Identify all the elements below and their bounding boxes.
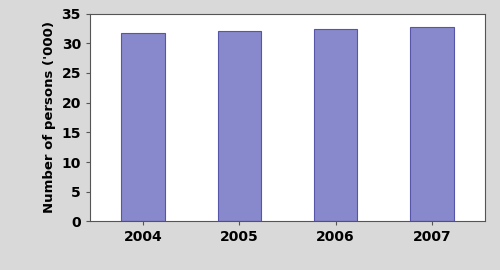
Bar <box>410 27 454 221</box>
Bar <box>218 31 261 221</box>
Bar <box>122 33 164 221</box>
Bar <box>314 29 358 221</box>
Y-axis label: Number of persons ('000): Number of persons ('000) <box>43 21 56 214</box>
